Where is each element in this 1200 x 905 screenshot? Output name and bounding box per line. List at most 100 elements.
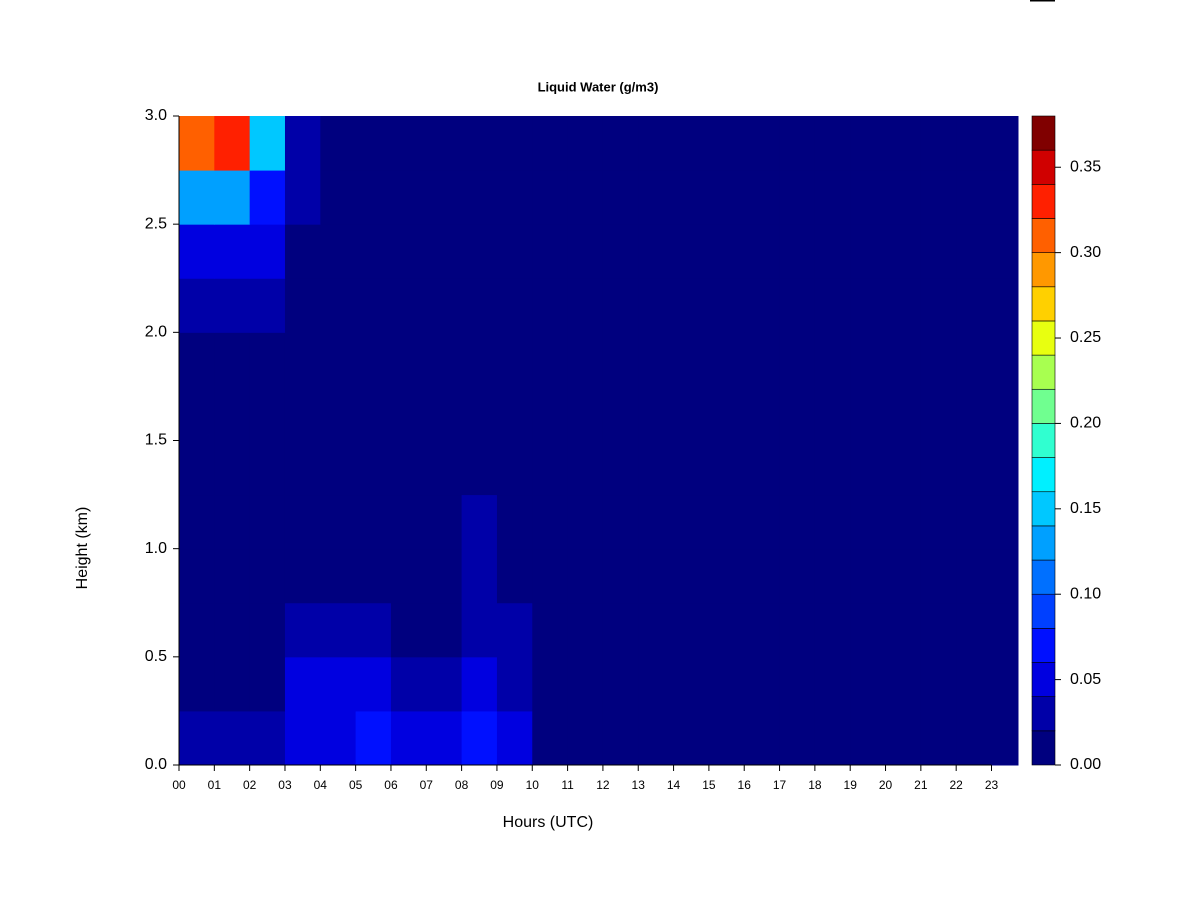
heat-cell [885, 386, 922, 441]
heat-cell [956, 710, 993, 766]
heat-cell [390, 548, 427, 604]
heat-cell [390, 170, 427, 225]
x-tick-label: 01 [208, 778, 222, 792]
heat-cell [461, 278, 498, 333]
colorbar-swatch [1031, 184, 1056, 219]
heat-cell [744, 548, 781, 604]
colorbar-swatch [1031, 286, 1056, 322]
heat-cell [885, 656, 922, 712]
x-tick-label: 05 [349, 778, 363, 792]
heat-cell [284, 440, 321, 496]
heat-cell [320, 278, 357, 333]
heat-cell [708, 332, 745, 387]
heat-cell [179, 494, 215, 550]
heat-cell [426, 494, 463, 550]
y-tick-label: 0.5 [145, 648, 167, 665]
x-tick-label: 23 [985, 778, 999, 792]
heat-cell [496, 494, 533, 550]
heat-cell [390, 332, 427, 387]
y-tick-label: 2.5 [145, 215, 167, 232]
heat-cell [814, 170, 851, 225]
heat-cell [284, 602, 321, 658]
heat-cell [779, 386, 816, 441]
heat-cell [426, 440, 463, 496]
heat-cell [214, 332, 251, 387]
x-tick-label: 13 [632, 778, 646, 792]
x-tick-label: 14 [667, 778, 681, 792]
heat-cell [532, 386, 569, 441]
heat-cell [320, 170, 357, 225]
heat-cell [850, 548, 887, 604]
heat-cell [673, 602, 710, 658]
heat-cell [461, 224, 498, 279]
heat-cell [532, 170, 569, 225]
heat-cell [602, 116, 639, 171]
heat-cell [214, 494, 251, 550]
heat-cell [284, 710, 321, 766]
heat-cell [426, 224, 463, 279]
heat-cell [390, 224, 427, 279]
colorbar-swatch [1031, 354, 1056, 390]
heat-cell [779, 440, 816, 496]
heat-cell [214, 386, 251, 441]
heat-cell [284, 332, 321, 387]
heat-cell [708, 548, 745, 604]
heat-cell [249, 602, 286, 658]
heat-cell [249, 656, 286, 712]
heat-cell [850, 710, 887, 766]
heat-cell [179, 710, 215, 766]
colorbar-swatch [1031, 423, 1056, 458]
heat-cell [885, 116, 922, 171]
heat-cell [496, 548, 533, 604]
heat-cell [779, 116, 816, 171]
heat-cell [496, 656, 533, 712]
heat-cell [355, 386, 392, 441]
heat-cell [638, 224, 675, 279]
heat-cell [991, 440, 1019, 496]
heat-cell [638, 170, 675, 225]
heat-cell [850, 494, 887, 550]
heat-cell [744, 656, 781, 712]
heat-cell [850, 440, 887, 496]
colorbar-swatch [1031, 662, 1056, 697]
heat-cell [956, 386, 993, 441]
heat-cell [956, 224, 993, 279]
heat-cell [638, 116, 675, 171]
heat-cell [532, 710, 569, 766]
heat-cell [567, 386, 604, 441]
heat-cell [885, 224, 922, 279]
x-tick-label: 07 [420, 778, 434, 792]
heat-cell [638, 710, 675, 766]
colorbar-tick-label: 0.35 [1070, 158, 1101, 175]
heat-cell [885, 548, 922, 604]
y-tick-label: 1.0 [145, 540, 167, 557]
heat-cell [249, 440, 286, 496]
heat-cell [214, 440, 251, 496]
heat-cell [850, 116, 887, 171]
heat-cell [956, 332, 993, 387]
heat-cell [779, 548, 816, 604]
colorbar-tick-label: 0.30 [1070, 244, 1101, 261]
heat-cell [814, 440, 851, 496]
heat-cell [249, 278, 286, 333]
heat-cell [249, 494, 286, 550]
colorbar-swatch [1031, 149, 1056, 185]
heat-cell [390, 278, 427, 333]
heat-cell [956, 278, 993, 333]
x-tick-label: 15 [702, 778, 716, 792]
heat-cell [920, 170, 957, 225]
heat-cell [673, 224, 710, 279]
heat-cell [461, 332, 498, 387]
heat-cell [956, 170, 993, 225]
heat-cell [850, 386, 887, 441]
heat-cell [532, 332, 569, 387]
colorbar-swatch [1031, 593, 1056, 629]
x-tick-label: 20 [879, 778, 893, 792]
colorbar-tick-label: 0.15 [1070, 500, 1101, 517]
heat-cell [284, 386, 321, 441]
heat-cell [320, 440, 357, 496]
colorbar-swatch [1031, 491, 1056, 527]
x-tick-label: 06 [384, 778, 398, 792]
heat-cell [461, 170, 498, 225]
